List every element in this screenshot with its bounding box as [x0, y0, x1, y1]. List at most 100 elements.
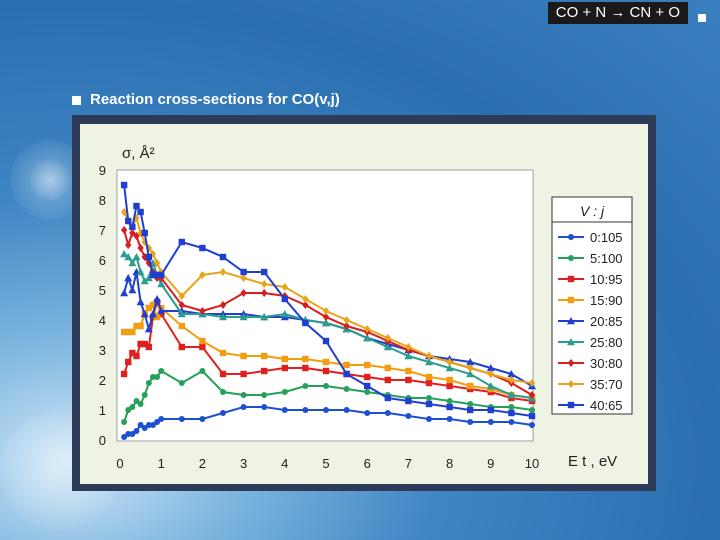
data-point	[153, 259, 161, 267]
data-point	[343, 322, 350, 330]
legend-label: 0:105	[590, 230, 623, 245]
series-line	[123, 253, 533, 399]
data-point	[145, 259, 153, 267]
y-tick-label: 0	[99, 433, 106, 448]
data-point	[425, 379, 433, 387]
data-point	[141, 392, 148, 398]
data-point	[446, 416, 453, 422]
data-point	[133, 202, 140, 210]
data-point	[137, 244, 144, 252]
data-point	[120, 328, 128, 336]
data-point	[129, 328, 136, 336]
data-point	[219, 313, 227, 321]
data-point	[133, 352, 140, 360]
legend-label: 25:80	[590, 335, 623, 350]
x-tick-label: 7	[405, 456, 412, 471]
data-point	[302, 355, 309, 363]
data-point	[149, 301, 157, 309]
legend-label: 20:85	[590, 314, 623, 329]
legend-label: 10:95	[590, 272, 623, 287]
data-point	[141, 253, 148, 261]
data-point	[220, 410, 226, 416]
data-point	[323, 383, 329, 389]
data-point	[137, 422, 144, 428]
axis-ticks: 0 1 2 3 4 5 6 7 8 9 10 0 1 2 3 4 5 6 7 8 9	[99, 163, 539, 471]
data-point	[426, 416, 432, 422]
x-tick-label: 4	[281, 456, 288, 471]
data-point	[145, 380, 152, 386]
data-point	[199, 368, 206, 374]
data-point	[466, 370, 475, 378]
data-point	[281, 295, 288, 303]
data-point	[467, 419, 474, 425]
data-point	[129, 223, 136, 231]
data-point	[529, 422, 535, 428]
series-line	[123, 211, 533, 384]
data-point	[137, 208, 144, 216]
data-point	[219, 370, 227, 378]
data-point	[199, 337, 206, 345]
y-tick-label: 3	[99, 343, 106, 358]
background-bubble	[30, 160, 70, 200]
legend-label: 30:80	[590, 356, 623, 371]
data-point	[137, 401, 144, 407]
data-point	[302, 319, 309, 327]
data-point	[158, 271, 165, 279]
data-point	[199, 343, 206, 351]
data-point	[140, 310, 149, 318]
data-point	[508, 404, 515, 410]
series-line	[124, 303, 533, 399]
data-point	[384, 376, 391, 384]
data-point	[508, 419, 515, 425]
x-tick-label: 2	[199, 456, 206, 471]
data-point	[240, 289, 247, 297]
data-point	[153, 295, 162, 303]
y-tick-label: 6	[99, 253, 106, 268]
data-point	[199, 416, 206, 422]
legend-swatch-marker	[568, 255, 574, 261]
data-point	[322, 367, 330, 375]
data-point	[219, 349, 227, 357]
data-point	[261, 367, 268, 375]
section-title: Reaction cross-sections for CO(v,j)	[90, 91, 340, 108]
y-tick-label: 5	[99, 283, 106, 298]
legend-swatch-marker	[567, 359, 575, 367]
y-tick-label: 8	[99, 193, 106, 208]
data-point	[487, 406, 494, 414]
data-point	[261, 268, 268, 276]
data-point	[425, 352, 433, 360]
data-point	[137, 322, 144, 330]
series-line	[123, 369, 533, 423]
data-point	[133, 428, 140, 434]
data-point	[528, 412, 536, 420]
data-point	[145, 253, 153, 261]
data-point	[384, 394, 391, 402]
data-point	[140, 277, 149, 285]
data-point	[178, 322, 185, 330]
data-point	[144, 325, 153, 333]
data-point	[133, 232, 140, 240]
data-point	[153, 313, 161, 321]
data-point	[129, 431, 136, 437]
data-point	[467, 401, 474, 407]
data-point	[178, 416, 185, 422]
y-tick-label: 1	[99, 403, 106, 418]
data-point	[343, 316, 350, 324]
data-point	[405, 367, 412, 375]
data-point	[128, 259, 137, 267]
data-point	[154, 374, 161, 380]
data-point	[240, 268, 247, 276]
data-point	[120, 370, 128, 378]
data-point	[280, 310, 289, 318]
data-point	[426, 395, 432, 401]
header-title: CO + N → CN + O	[547, 2, 688, 24]
data-point	[133, 398, 140, 404]
data-point	[145, 422, 152, 428]
x-tick-label: 6	[364, 456, 371, 471]
data-point	[149, 422, 156, 428]
data-point	[281, 364, 288, 372]
data-point	[121, 434, 128, 440]
data-point	[486, 382, 495, 390]
data-point	[364, 325, 371, 333]
data-point	[528, 379, 536, 387]
